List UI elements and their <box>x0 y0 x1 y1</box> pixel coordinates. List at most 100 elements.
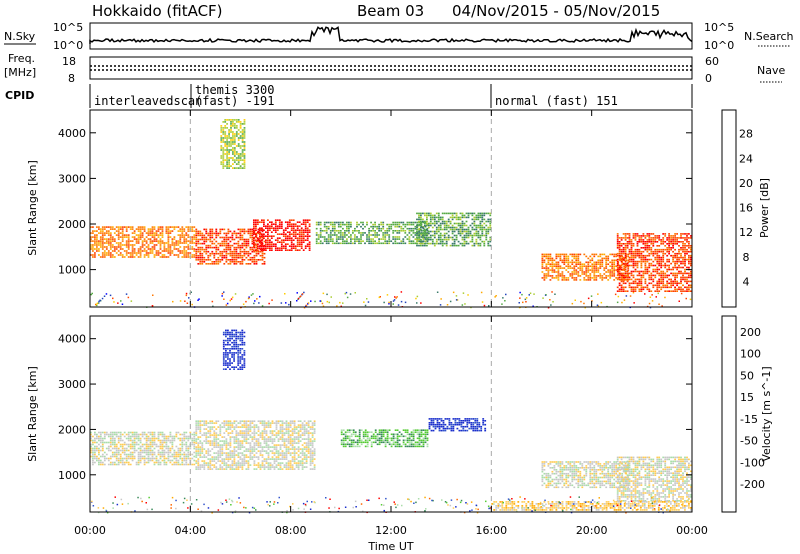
data-cell <box>207 450 210 452</box>
data-cell <box>107 226 110 228</box>
data-cell <box>618 264 621 267</box>
data-cell <box>232 141 234 143</box>
data-cell <box>243 434 246 436</box>
data-cell <box>263 252 266 255</box>
data-cell <box>628 237 631 239</box>
data-cell <box>634 239 637 241</box>
data-cell <box>263 432 266 434</box>
data-cell <box>288 231 291 233</box>
data-cell <box>147 445 150 448</box>
data-cell <box>253 420 256 422</box>
data-cell <box>487 228 490 231</box>
data-cell <box>149 443 152 446</box>
data-cell <box>157 451 160 454</box>
data-cell <box>664 241 667 243</box>
data-cell <box>315 234 318 236</box>
data-cell <box>654 239 657 241</box>
data-cell <box>219 250 222 253</box>
data-cell <box>424 242 426 245</box>
data-cell <box>644 282 647 285</box>
data-cell <box>408 240 411 242</box>
data-cell <box>660 250 663 253</box>
data-cell <box>447 220 450 223</box>
data-cell <box>241 430 244 432</box>
data-cell <box>183 439 186 442</box>
data-cell <box>571 259 574 262</box>
data-cell <box>644 235 647 237</box>
data-cell <box>573 261 576 264</box>
data-cell <box>555 263 558 265</box>
noise-cell <box>242 303 245 305</box>
data-cell <box>644 262 647 265</box>
data-cell <box>636 243 639 245</box>
data-cell <box>96 246 98 248</box>
data-cell <box>183 252 186 254</box>
data-cell <box>253 237 255 239</box>
data-cell <box>98 447 100 450</box>
data-cell <box>229 452 232 454</box>
data-cell <box>339 230 342 232</box>
data-cell <box>205 432 208 434</box>
data-cell <box>648 237 651 239</box>
data-cell <box>121 236 124 238</box>
data-cell <box>441 222 444 225</box>
data-cell <box>306 219 309 221</box>
data-cell <box>337 223 340 226</box>
data-cell <box>225 254 228 257</box>
data-cell <box>220 139 223 141</box>
data-cell <box>298 249 301 251</box>
data-cell <box>98 459 100 462</box>
data-cell <box>224 133 227 135</box>
data-cell <box>690 262 692 265</box>
data-cell <box>394 225 397 228</box>
data-cell <box>109 254 112 256</box>
data-cell <box>622 248 625 251</box>
noise-cell <box>584 306 586 309</box>
data-cell <box>541 261 544 264</box>
data-cell <box>229 442 232 444</box>
data-cell <box>185 252 188 254</box>
data-cell <box>199 256 202 259</box>
data-cell <box>541 265 544 267</box>
data-cell <box>463 216 466 219</box>
noise-cell <box>629 295 632 297</box>
data-cell <box>219 460 222 462</box>
data-cell <box>315 232 318 234</box>
data-cell <box>203 234 206 237</box>
noise-cell <box>529 292 532 294</box>
data-cell <box>173 461 176 464</box>
data-cell <box>203 464 206 466</box>
data-cell <box>255 249 257 251</box>
data-cell <box>259 468 262 470</box>
data-cell <box>553 269 556 271</box>
data-cell <box>628 286 631 289</box>
data-cell <box>317 221 320 224</box>
data-cell <box>205 438 208 440</box>
data-cell <box>296 239 299 241</box>
data-cell <box>119 445 122 448</box>
data-cell <box>616 274 619 277</box>
data-cell <box>599 259 602 262</box>
data-cell <box>441 234 444 237</box>
noise-cell <box>198 298 200 300</box>
data-cell <box>547 271 550 273</box>
data-cell <box>439 240 442 243</box>
data-cell <box>151 451 154 454</box>
data-cell <box>175 457 178 460</box>
data-cell <box>272 229 275 231</box>
data-cell <box>245 263 248 265</box>
data-cell <box>209 234 212 237</box>
data-cell <box>284 247 287 249</box>
data-cell <box>352 242 354 245</box>
data-cell <box>682 276 684 279</box>
data-cell <box>243 242 246 245</box>
data-cell <box>589 269 592 271</box>
data-cell <box>232 133 234 135</box>
data-cell <box>103 238 106 240</box>
data-cell <box>121 244 124 246</box>
data-cell <box>465 236 468 239</box>
data-cell <box>199 422 202 424</box>
noise-cell <box>326 293 328 296</box>
noise-cell <box>349 293 352 295</box>
data-cell <box>668 235 670 237</box>
